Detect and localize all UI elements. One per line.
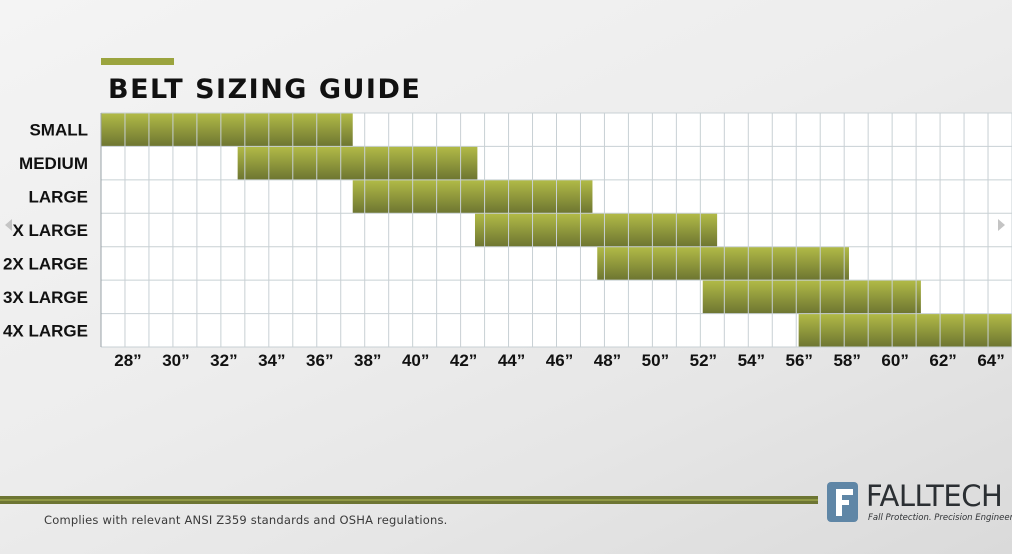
waist-size-tick-label: 58” <box>833 351 860 370</box>
waist-size-tick-label: 54” <box>738 351 765 370</box>
size-label: SMALL <box>29 121 88 140</box>
size-range-bar <box>702 280 921 314</box>
waist-size-tick-label: 34” <box>258 351 285 370</box>
chart-title: BELT SIZING GUIDE <box>108 74 422 105</box>
size-label: 2X LARGE <box>3 254 88 273</box>
waist-size-tick-label: 44” <box>498 351 525 370</box>
waist-size-tick-label: 30” <box>162 351 189 370</box>
waist-size-tick-label: 52” <box>690 351 717 370</box>
next-arrow-icon[interactable] <box>998 219 1005 231</box>
waist-size-tick-label: 28” <box>114 351 141 370</box>
waist-size-tick-label: 62” <box>929 351 956 370</box>
waist-size-tick-label: 42” <box>450 351 477 370</box>
falltech-logo-icon <box>827 482 858 522</box>
previous-arrow-icon[interactable] <box>5 219 12 231</box>
size-range-bar <box>798 313 1012 347</box>
waist-size-tick-label: 50” <box>642 351 669 370</box>
size-range-bar <box>101 113 353 147</box>
size-range-bar <box>237 146 478 180</box>
compliance-note: Complies with relevant ANSI Z359 standar… <box>44 513 448 527</box>
waist-size-tick-label: 40” <box>402 351 429 370</box>
brand-logo: FALLTECH Fall Protection. Precision Engi… <box>824 479 1012 529</box>
title-accent-bar <box>101 58 174 65</box>
size-range-bar <box>597 246 849 281</box>
waist-size-tick-label: 64” <box>977 351 1004 370</box>
brand-name: FALLTECH <box>866 479 1003 513</box>
waist-size-tick-label: 32” <box>210 351 237 370</box>
waist-size-tick-label: 60” <box>881 351 908 370</box>
waist-size-tick-label: 48” <box>594 351 621 370</box>
size-range-bar <box>474 213 718 247</box>
size-label: X LARGE <box>12 221 88 240</box>
waist-size-tick-label: 56” <box>786 351 813 370</box>
brand-tagline: Fall Protection. Precision Engineered. <box>868 513 1012 523</box>
waist-size-tick-label: 38” <box>354 351 381 370</box>
size-label: 3X LARGE <box>3 288 88 307</box>
size-label: LARGE <box>29 188 89 207</box>
size-range-bar <box>352 179 593 214</box>
footer-stripe <box>0 496 818 504</box>
waist-size-tick-label: 46” <box>546 351 573 370</box>
waist-size-tick-label: 36” <box>306 351 333 370</box>
size-label: 4X LARGE <box>3 321 88 340</box>
size-label: MEDIUM <box>19 154 88 173</box>
